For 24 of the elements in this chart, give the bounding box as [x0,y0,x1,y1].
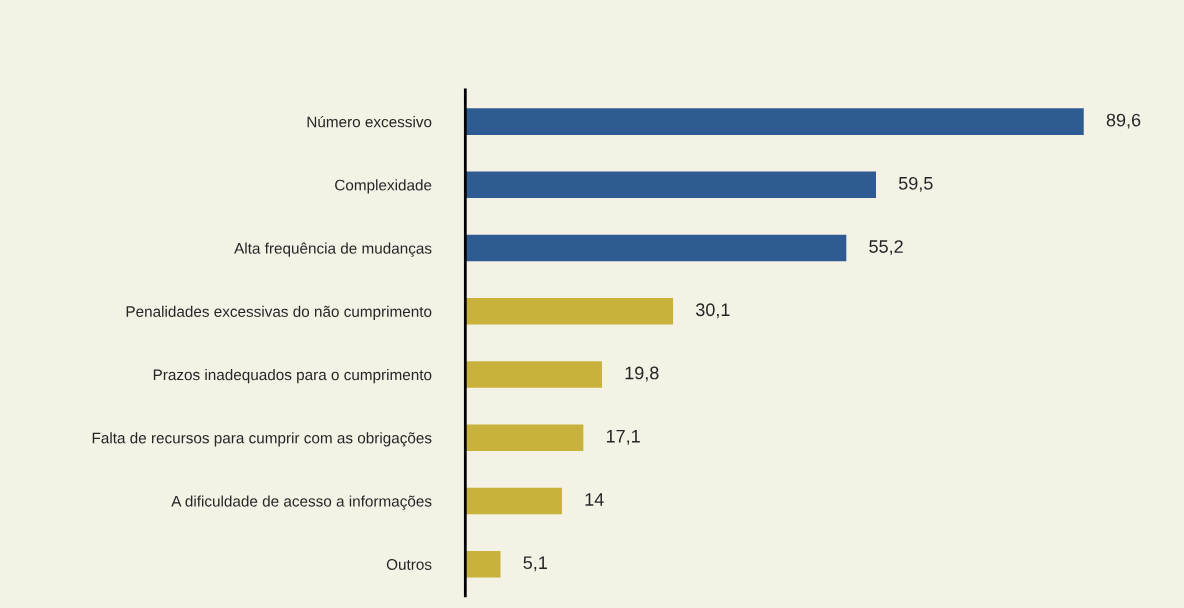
y-tick-label: Outros [386,559,432,570]
bar [465,171,876,199]
data-label: 19,8 [625,366,659,382]
data-label: 59,5 [898,176,933,192]
bar [465,487,562,515]
y-tick-label: Complexidade [335,179,432,194]
bar [465,424,584,452]
data-label: 14 [585,493,604,506]
data-label: 5,1 [523,556,547,572]
y-tick-label: Alta frequência de mudanças [234,242,432,257]
y-tick-label: Falta de recursos para cumprir com as obrigações [92,432,432,447]
bar [465,361,602,388]
data-label: 30,1 [695,303,730,319]
bar [465,234,847,262]
y-tick-label: Prazos inadequados para o cumprimento [153,368,432,384]
data-label: 55,2 [869,240,903,256]
bar [465,108,1084,135]
y-tick-label: A dificuldade de acesso a informações [171,495,432,510]
y-tick-label: Penalidades excessivas do não cumprimento [126,305,432,320]
y-tick-label: Número excessivo [307,115,432,128]
bar [465,550,501,578]
bar [465,298,674,325]
data-label: 17,1 [606,430,640,445]
data-label: 89,6 [1106,113,1141,129]
